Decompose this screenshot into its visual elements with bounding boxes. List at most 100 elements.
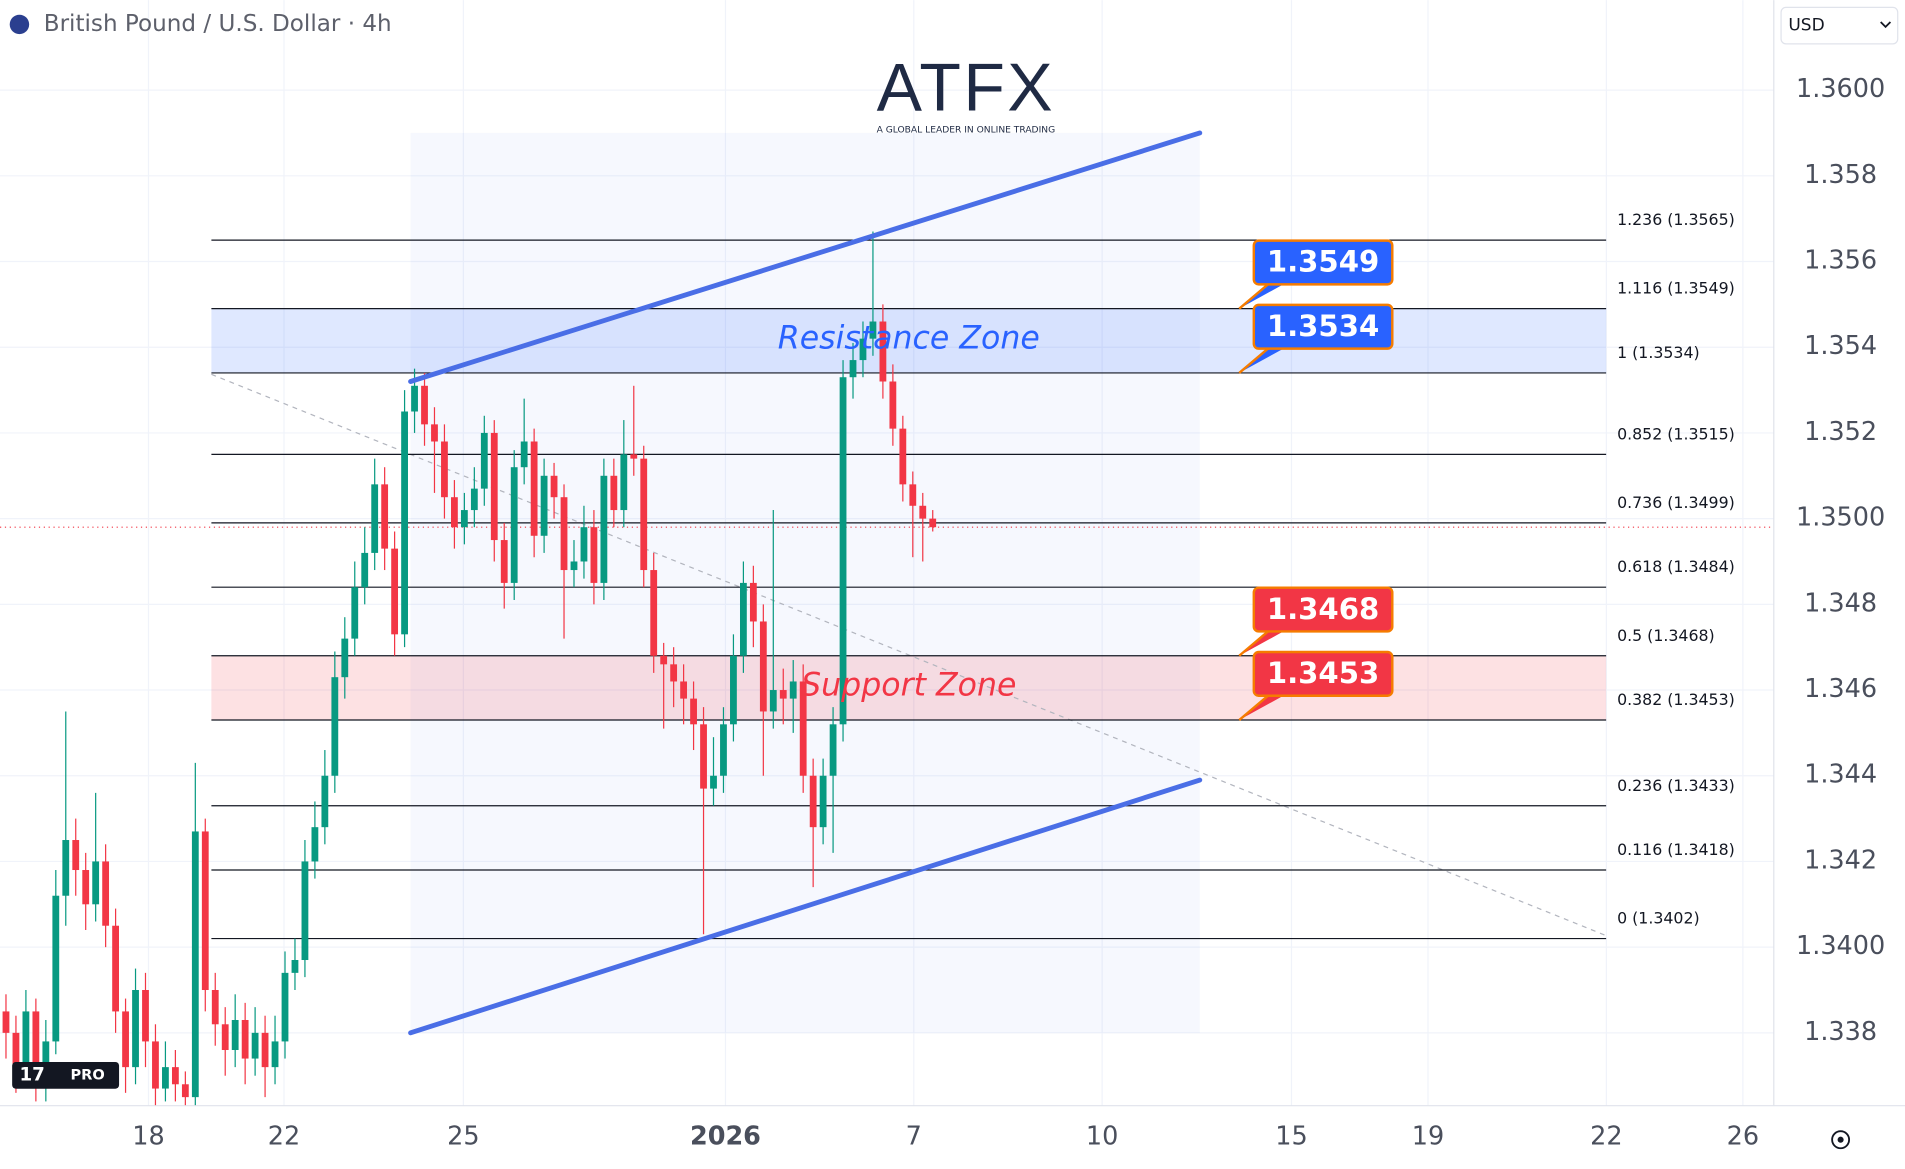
x-tick-label: 2026 <box>690 1121 761 1151</box>
candle-body <box>610 475 618 511</box>
x-tick-label: 18 <box>132 1121 164 1151</box>
candle-body <box>879 321 887 382</box>
y-tick-label: 1.3600 <box>1796 74 1885 104</box>
fib-label: 0.852 (1.3515) <box>1617 424 1735 443</box>
currency-label[interactable]: USD <box>1788 16 1824 36</box>
candle-body <box>112 925 119 1012</box>
x-tick-label: 22 <box>1590 1121 1622 1151</box>
candle-body <box>321 775 329 828</box>
candle-body <box>132 990 139 1068</box>
candle-body <box>779 690 787 699</box>
fib-label: 0.116 (1.3418) <box>1617 840 1735 859</box>
price-tag <box>1252 586 1394 633</box>
y-tick-label: 1.356 <box>1804 246 1877 276</box>
candle-body <box>909 484 917 506</box>
candle-body <box>152 1041 159 1089</box>
settings-icon[interactable] <box>1837 1136 1844 1143</box>
candle-body <box>849 360 857 378</box>
candle-body <box>550 475 558 498</box>
candle-body <box>510 467 518 583</box>
y-tick-label: 1.354 <box>1804 331 1877 361</box>
fib-label: 0.382 (1.3453) <box>1617 690 1735 709</box>
candle-body <box>540 475 548 536</box>
fib-label: 1.236 (1.3565) <box>1617 210 1735 229</box>
candle-body <box>789 681 797 699</box>
candle-body <box>650 570 658 656</box>
candle-body <box>919 505 927 519</box>
candle-body <box>670 664 678 682</box>
candle-body <box>720 724 727 776</box>
candle-body <box>700 724 707 789</box>
price-tag <box>1252 303 1394 350</box>
fib-label: 0.236 (1.3433) <box>1617 776 1735 795</box>
candle-body <box>391 548 399 635</box>
candle-body <box>142 990 149 1042</box>
flag-icon <box>9 14 30 35</box>
candle-body <box>600 475 608 583</box>
candle-body <box>859 338 867 361</box>
candle-body <box>749 582 757 622</box>
candle-body <box>530 441 538 536</box>
candle-body <box>431 424 438 442</box>
y-tick-label: 1.352 <box>1804 417 1877 447</box>
candle-body <box>32 1011 40 1085</box>
candle-body <box>201 831 209 991</box>
candle-body <box>470 488 478 511</box>
tv-logo <box>12 1061 120 1089</box>
candle-body <box>839 377 847 725</box>
candle-body <box>271 1041 279 1068</box>
candle-body <box>361 552 369 588</box>
symbol-title: British Pound / U.S. Dollar · 4h <box>44 11 392 37</box>
fib-label: 0.5 (1.3468) <box>1617 626 1715 645</box>
candle-body <box>640 458 648 571</box>
candle-body <box>829 724 837 776</box>
currency-select[interactable] <box>1780 6 1899 45</box>
candle-body <box>82 870 90 905</box>
tv-logo-mark: 17 <box>19 1064 44 1085</box>
price-tag-label: 1.3534 <box>1267 309 1379 343</box>
candle-body <box>311 827 319 862</box>
candle-body <box>560 497 568 571</box>
trend-line <box>211 373 1607 937</box>
candle-body <box>690 698 697 725</box>
settings-icon[interactable] <box>1831 1130 1851 1150</box>
candle-body <box>62 840 70 896</box>
candle-body <box>331 677 339 776</box>
candle-body <box>819 775 827 828</box>
candle-body <box>162 1067 169 1089</box>
candle-body <box>122 1011 129 1068</box>
candle-body <box>630 454 638 459</box>
candle-body <box>660 655 668 665</box>
logo-tagline: A GLOBAL LEADER IN ONLINE TRADING <box>877 126 1056 136</box>
x-tick-label: 25 <box>447 1121 479 1151</box>
candle-body <box>241 1019 249 1059</box>
candle-body <box>500 540 508 583</box>
candle-body <box>381 484 389 549</box>
y-tick-label: 1.346 <box>1804 674 1877 704</box>
candle-body <box>759 621 767 712</box>
candle-body <box>72 840 80 871</box>
dropdown-arrow <box>1880 21 1892 29</box>
fib-label: 0 (1.3402) <box>1617 909 1700 928</box>
x-tick-label: 22 <box>268 1121 300 1151</box>
x-tick-label: 26 <box>1727 1121 1759 1151</box>
candle-body <box>341 638 349 678</box>
candle-body <box>460 510 468 528</box>
candle-body <box>22 1011 30 1068</box>
zone-label: Resistance Zone <box>778 321 1040 357</box>
fib-label: 1 (1.3534) <box>1617 343 1700 362</box>
y-tick-label: 1.3500 <box>1796 503 1885 533</box>
logo-name: ATFX <box>877 49 1056 125</box>
price-tag <box>1252 239 1394 286</box>
y-tick-label: 1.344 <box>1804 760 1877 790</box>
fib-label: 0.736 (1.3499) <box>1617 493 1735 512</box>
candle-body <box>102 861 110 926</box>
candle-body <box>411 385 418 412</box>
candle-body <box>929 518 937 528</box>
y-tick-label: 1.342 <box>1804 845 1877 875</box>
candle-body <box>490 432 498 541</box>
candle-body <box>441 441 448 498</box>
candle-body <box>899 428 907 485</box>
candle-body <box>710 775 717 789</box>
